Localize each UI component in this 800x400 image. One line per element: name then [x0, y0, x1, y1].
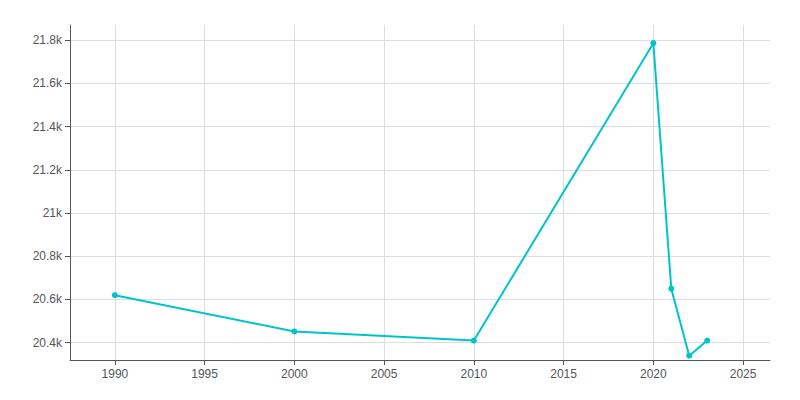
svg-text:2010: 2010 — [460, 367, 487, 381]
svg-text:1990: 1990 — [102, 367, 129, 381]
svg-text:21.2k: 21.2k — [33, 163, 63, 177]
svg-text:2015: 2015 — [550, 367, 577, 381]
svg-text:21.4k: 21.4k — [33, 120, 63, 134]
svg-text:1995: 1995 — [191, 367, 218, 381]
svg-text:21.6k: 21.6k — [33, 76, 63, 90]
svg-text:20.8k: 20.8k — [33, 249, 63, 263]
svg-text:2025: 2025 — [730, 367, 757, 381]
svg-text:2000: 2000 — [281, 367, 308, 381]
svg-text:20.4k: 20.4k — [33, 336, 63, 350]
svg-text:20.6k: 20.6k — [33, 292, 63, 306]
svg-text:2005: 2005 — [371, 367, 398, 381]
svg-text:2020: 2020 — [640, 367, 667, 381]
svg-text:21.8k: 21.8k — [33, 33, 63, 47]
svg-text:21k: 21k — [43, 206, 63, 220]
